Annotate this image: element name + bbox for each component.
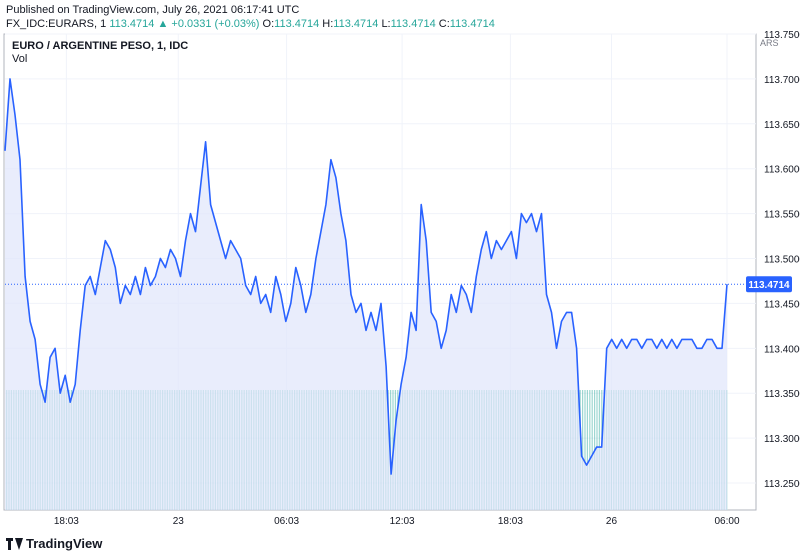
- y-tick-label: 113.5000: [764, 255, 800, 266]
- y-tick-label: 113.7000: [764, 75, 800, 86]
- y-tick-label: 113.4000: [764, 344, 800, 355]
- published-caption: Published on TradingView.com, July 26, 2…: [6, 4, 300, 16]
- y-tick-label: 113.3500: [764, 389, 800, 400]
- close-label: C:: [438, 18, 450, 30]
- legend-vol: Vol: [12, 53, 27, 65]
- tradingview-logo-icon: [6, 537, 23, 550]
- volume-bar: [584, 390, 586, 510]
- currency-label: ARS: [760, 38, 779, 48]
- price-change: ▲ +0.0331 (+0.03%): [157, 18, 260, 30]
- y-tick-label: 113.2500: [764, 479, 800, 490]
- price-chart[interactable]: 113.2500 113.3000 113.3500 113.4000 113.4500…: [0, 0, 800, 530]
- x-tick-label: 18:03: [54, 516, 79, 527]
- x-tick-label: 23: [173, 516, 185, 527]
- brand-name: TradingView: [26, 536, 103, 551]
- price-axis[interactable]: 113.2500 113.3000 113.3500 113.4000 113.4500…: [746, 30, 800, 490]
- price-line: [4, 78, 728, 475]
- y-tick-label: 113.5500: [764, 210, 800, 221]
- y-tick-label: 113.3000: [764, 434, 800, 445]
- last-price-badge: [746, 276, 792, 293]
- y-tick-label: 113.6000: [764, 165, 800, 176]
- symbol-ohlc-line: FX_IDC:EURARS, 1 113.4714 ▲ +0.0331 (+0.…: [6, 18, 495, 30]
- high-label: H:: [322, 18, 334, 30]
- y-tick-label: 113.4500: [764, 299, 800, 310]
- footer-brand[interactable]: TradingView: [6, 536, 102, 551]
- price-area-fill: [5, 78, 727, 511]
- time-axis[interactable]: 18:03 23 06:03 12:03 18:03 26 06:00: [54, 516, 740, 527]
- x-tick-label: 18:03: [498, 516, 523, 527]
- volume-bar: [589, 390, 591, 510]
- volume-bar: [582, 390, 584, 510]
- low-label: L:: [381, 18, 391, 30]
- x-tick-label: 26: [606, 516, 618, 527]
- last-price-label: 113.4714: [748, 280, 790, 291]
- volume-bar: [586, 390, 588, 510]
- x-tick-label: 06:00: [714, 516, 739, 527]
- volume-bar: [591, 390, 593, 510]
- x-tick-label: 12:03: [390, 516, 415, 527]
- low-value: 113.4714: [390, 18, 436, 30]
- legend-title: EURO / ARGENTINE PESO, 1, IDC: [12, 40, 188, 52]
- last-price: 113.4714: [109, 18, 155, 30]
- high-value: 113.4714: [333, 18, 379, 30]
- open-label: O:: [262, 18, 275, 30]
- price-area: [4, 78, 756, 511]
- y-tick-label: 113.6500: [764, 120, 800, 131]
- y-tick-label: 113.7500: [764, 30, 800, 41]
- close-value: 113.4714: [449, 18, 495, 30]
- open-value: 113.4714: [274, 18, 320, 30]
- x-tick-label: 06:03: [274, 516, 299, 527]
- symbol-label: FX_IDC:EURARS, 1: [6, 18, 107, 30]
